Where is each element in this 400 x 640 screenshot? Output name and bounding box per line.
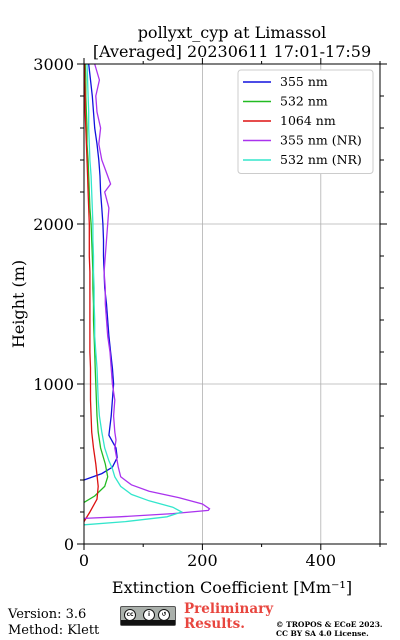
chart-legend: 355 nm 532 nm 1064 nm 355 nm (NR) 532 nm (NR…: [237, 69, 374, 174]
cc-logo-band: [121, 620, 175, 625]
chart-title: pollyxt_cyp at Limassol: [138, 23, 327, 42]
y-tick-label: 2000: [33, 215, 74, 234]
x-axis-label: Extinction Coefficient [Mm⁻¹]: [112, 578, 352, 597]
version-method-block: Version: 3.6 Method: Klett: [8, 607, 99, 639]
y-tick-label: 1000: [33, 375, 74, 394]
preliminary-line-2: Results.: [184, 616, 245, 632]
legend-label: 1064 nm: [280, 113, 336, 128]
license-line-2: CC BY SA 4.0 License.: [276, 629, 369, 638]
series-line-532-nm: [83, 63, 109, 503]
axis-layer: 0 200 400 0 1000 2000 3000: [33, 55, 387, 570]
series-line-355-nm-nr-: [83, 63, 211, 520]
legend-label: 532 nm (NR): [280, 152, 362, 167]
plot-frame: [83, 63, 381, 545]
y-tick-label: 0: [64, 535, 74, 554]
cc-by-sa-logo: cc i ↺: [120, 606, 176, 626]
chart-svg: pollyxt_cyp at Limassol [Averaged] 20230…: [9, 23, 387, 597]
y-axis-label: Height (m): [9, 260, 28, 348]
method-text: Method: Klett: [8, 623, 100, 638]
preliminary-line-1: Preliminary: [184, 601, 274, 617]
legend-box: [237, 69, 374, 174]
series-line-1064-nm: [83, 64, 99, 522]
x-tick-label: 400: [306, 551, 337, 570]
series-layer: [83, 63, 211, 526]
version-text: Version: 3.6: [8, 607, 87, 622]
y-tick-label: 3000: [33, 55, 74, 74]
legend-label: 355 nm (NR): [280, 133, 362, 148]
series-line-532-nm-nr-: [83, 63, 184, 526]
legend-label: 355 nm: [280, 74, 328, 89]
legend-label: 532 nm: [280, 94, 328, 109]
x-tick-label: 0: [79, 551, 89, 570]
preliminary-results-text: Preliminary Results.: [184, 602, 273, 632]
chart-subtitle: [Averaged] 20230611 17:01-17:59: [93, 42, 371, 61]
license-line-1: © TROPOS & ECoE 2023.: [276, 620, 383, 629]
x-tick-label: 200: [187, 551, 218, 570]
license-text: © TROPOS & ECoE 2023. CC BY SA 4.0 Licen…: [276, 620, 383, 638]
